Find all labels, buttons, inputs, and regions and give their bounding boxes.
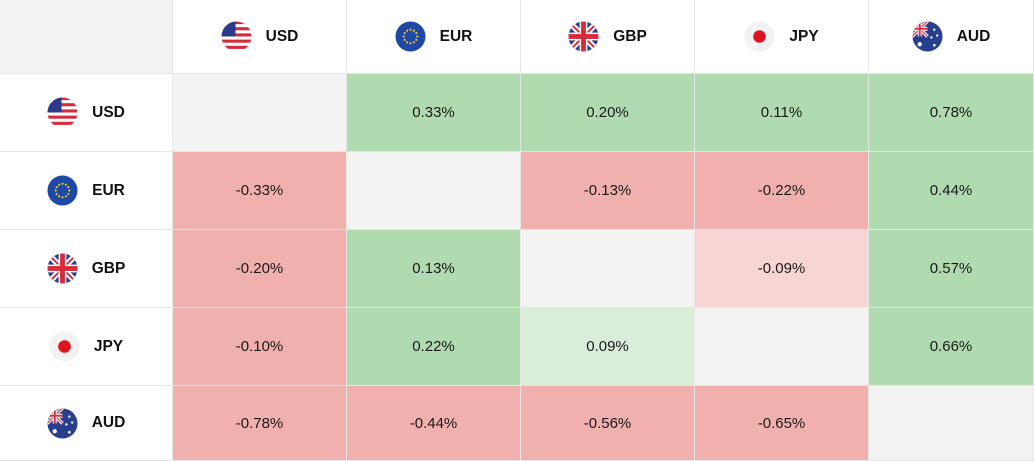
heatmap-cell	[869, 386, 1034, 461]
uk-flag-icon	[47, 253, 78, 284]
eu-flag-icon	[47, 175, 78, 206]
row-header-eur: EUR	[0, 152, 173, 230]
row-header-gbp: GBP	[0, 230, 173, 308]
column-header-jpy: JPY	[695, 0, 869, 74]
column-header-usd: USD	[173, 0, 347, 74]
column-header-label: JPY	[789, 27, 819, 45]
japan-flag-icon	[744, 21, 775, 52]
heatmap-cell	[695, 308, 869, 386]
heatmap-cell: -0.20%	[173, 230, 347, 308]
heatmap-cell: -0.33%	[173, 152, 347, 230]
heatmap-cell	[347, 152, 521, 230]
heatmap-cell: -0.10%	[173, 308, 347, 386]
column-header-label: EUR	[439, 27, 473, 45]
row-header-label: AUD	[91, 414, 126, 431]
eu-flag-icon	[395, 21, 426, 52]
column-header-aud: AUD	[869, 0, 1034, 74]
row-header-label: GBP	[91, 259, 126, 277]
heatmap-cell: -0.65%	[695, 386, 869, 461]
heatmap-cell: 0.09%	[521, 308, 695, 386]
heatmap-cell: -0.13%	[521, 152, 695, 230]
heatmap-cell: 0.33%	[347, 74, 521, 152]
heatmap-cell: 0.57%	[869, 230, 1034, 308]
heatmap-cell: 0.78%	[869, 74, 1034, 152]
heatmap-cell: 0.44%	[869, 152, 1034, 230]
column-header-gbp: GBP	[521, 0, 695, 74]
heatmap-cell: -0.44%	[347, 386, 521, 461]
heatmap-cell: 0.22%	[347, 308, 521, 386]
column-header-label: GBP	[613, 27, 647, 45]
australia-flag-icon	[47, 407, 78, 439]
column-header-label: USD	[265, 27, 299, 45]
japan-flag-icon	[49, 331, 80, 362]
heatmap-cell: -0.78%	[173, 386, 347, 461]
heatmap-cell: 0.11%	[695, 74, 869, 152]
heatmap-cell: -0.22%	[695, 152, 869, 230]
heatmap-cell: 0.66%	[869, 308, 1034, 386]
column-header-eur: EUR	[347, 0, 521, 74]
corner-cell	[0, 0, 173, 74]
heatmap-cell: 0.13%	[347, 230, 521, 308]
column-header-label: AUD	[956, 27, 991, 45]
row-header-label: JPY	[93, 337, 124, 355]
heatmap-cell: -0.56%	[521, 386, 695, 461]
us-flag-icon	[47, 97, 78, 128]
row-header-aud: AUD	[0, 386, 173, 461]
row-header-jpy: JPY	[0, 308, 173, 386]
row-header-label: USD	[92, 103, 125, 121]
heatmap-cell: -0.09%	[695, 230, 869, 308]
heatmap-cell: 0.20%	[521, 74, 695, 152]
australia-flag-icon	[912, 21, 943, 52]
row-header-usd: USD	[0, 74, 173, 152]
us-flag-icon	[221, 21, 252, 52]
uk-flag-icon	[568, 21, 599, 52]
heatmap-cell	[173, 74, 347, 152]
heatmap-cell	[521, 230, 695, 308]
row-header-label: EUR	[92, 181, 125, 199]
